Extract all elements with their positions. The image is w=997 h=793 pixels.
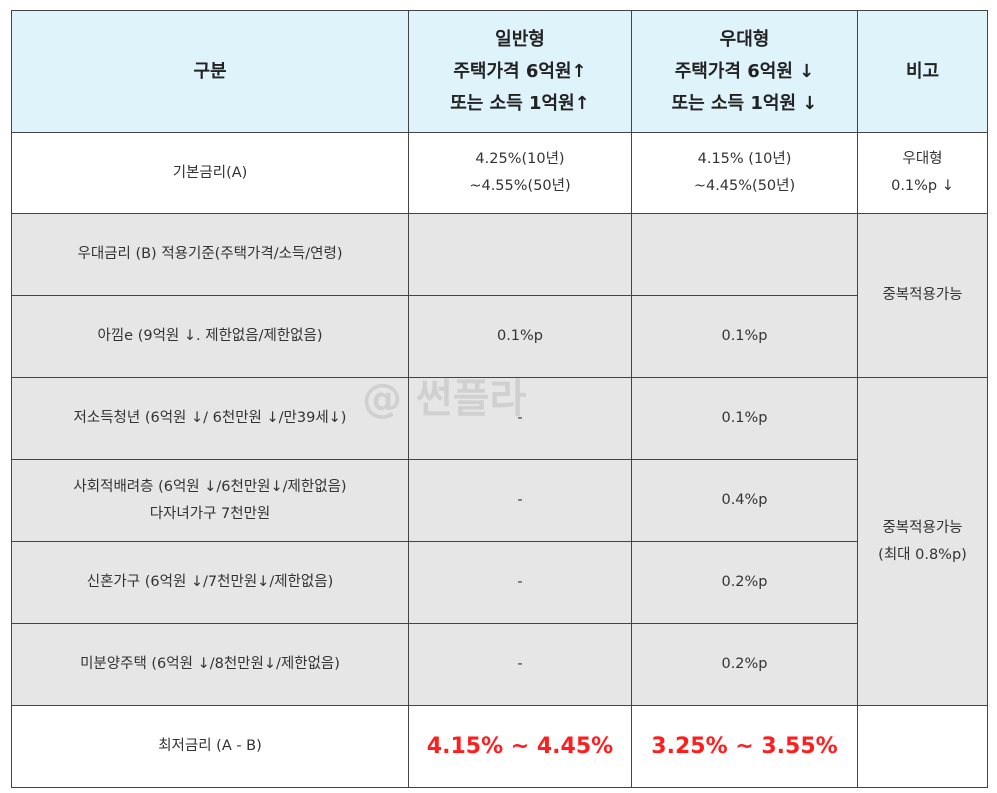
social-row: 사회적배려층 (6억원 ↓/6천만원↓/제한없음) 다자녀가구 7천만원 - 0…: [11, 459, 988, 542]
criteria-preferential: [631, 213, 858, 296]
unsold-general: -: [408, 623, 632, 706]
lowest-rate-label: 최저금리 (A - B): [11, 705, 409, 788]
social-preferential: 0.4%p: [631, 459, 858, 542]
base-rate-note: 우대형 0.1%p ↓: [857, 132, 988, 214]
newlywed-general: -: [408, 541, 632, 624]
criteria-general: [408, 213, 632, 296]
newlywed-label: 신혼가구 (6억원 ↓/7천만원↓/제한없음): [11, 541, 409, 624]
header-note: 비고: [857, 10, 988, 133]
newlywed-row: 신혼가구 (6억원 ↓/7천만원↓/제한없음) - 0.2%p: [11, 541, 988, 624]
youth-label: 저소득청년 (6억원 ↓/ 6천만원 ↓/만39세↓): [11, 377, 409, 460]
header-row: 구분 일반형 주택가격 6억원↑ 또는 소득 1억원↑ 우대형 주택가격 6억원…: [11, 10, 988, 133]
lowest-rate-row: 최저금리 (A - B) 4.15% ~ 4.45% 3.25% ~ 3.55%: [11, 705, 988, 788]
social-general: -: [408, 459, 632, 542]
lowest-rate-preferential: 3.25% ~ 3.55%: [631, 705, 858, 788]
agim-row: 아낌e (9억원 ↓. 제한없음/제한없음) 0.1%p 0.1%p: [11, 295, 988, 378]
header-general: 일반형 주택가격 6억원↑ 또는 소득 1억원↑: [408, 10, 632, 133]
criteria-label: 우대금리 (B) 적용기준(주택가격/소득/연령): [11, 213, 409, 296]
unsold-row: 미분양주택 (6억원 ↓/8천만원↓/제한없음) - 0.2%p: [11, 623, 988, 706]
interest-rate-table: 구분 일반형 주택가격 6억원↑ 또는 소득 1억원↑ 우대형 주택가격 6억원…: [11, 10, 988, 788]
youth-row: 저소득청년 (6억원 ↓/ 6천만원 ↓/만39세↓) - 0.1%p 중복적용…: [11, 377, 988, 706]
header-preferential: 우대형 주택가격 6억원 ↓ 또는 소득 1억원 ↓: [631, 10, 858, 133]
note-group-1: 중복적용가능: [857, 213, 988, 378]
newlywed-preferential: 0.2%p: [631, 541, 858, 624]
agim-general: 0.1%p: [408, 295, 632, 378]
header-category: 구분: [11, 10, 409, 133]
criteria-row: 우대금리 (B) 적용기준(주택가격/소득/연령) 중복적용가능: [11, 213, 988, 378]
social-label: 사회적배려층 (6억원 ↓/6천만원↓/제한없음) 다자녀가구 7천만원: [11, 459, 409, 542]
base-rate-preferential: 4.15% (10년) ~4.45%(50년): [631, 132, 858, 214]
unsold-label: 미분양주택 (6억원 ↓/8천만원↓/제한없음): [11, 623, 409, 706]
agim-preferential: 0.1%p: [631, 295, 858, 378]
lowest-rate-note: [857, 705, 988, 788]
lowest-rate-general: 4.15% ~ 4.45%: [408, 705, 632, 788]
base-rate-general: 4.25%(10년) ~4.55%(50년): [408, 132, 632, 214]
youth-general: -: [408, 377, 632, 460]
agim-label: 아낌e (9억원 ↓. 제한없음/제한없음): [11, 295, 409, 378]
note-group-2: 중복적용가능 (최대 0.8%p): [857, 377, 988, 706]
youth-preferential: 0.1%p: [631, 377, 858, 460]
base-rate-label: 기본금리(A): [11, 132, 409, 214]
base-rate-row: 기본금리(A) 4.25%(10년) ~4.55%(50년) 4.15% (10…: [11, 132, 988, 214]
unsold-preferential: 0.2%p: [631, 623, 858, 706]
